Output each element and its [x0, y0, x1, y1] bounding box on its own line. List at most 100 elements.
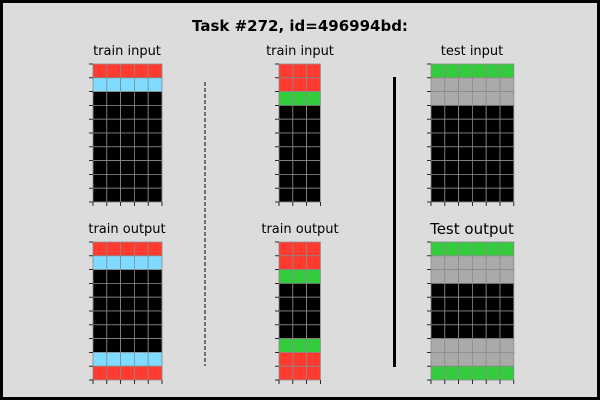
grid-cell [147, 283, 163, 298]
grid-cell [485, 310, 501, 326]
grid-cell [499, 77, 515, 93]
grid-cell [120, 241, 135, 257]
label-test-output: Test output [430, 220, 514, 238]
grid-cell [306, 77, 321, 93]
grid-cell [106, 241, 122, 257]
grid-cell [120, 296, 135, 312]
grid-cell [499, 132, 515, 148]
grid-cell [458, 146, 473, 162]
grid-cell [278, 77, 294, 93]
grid-cell [485, 91, 501, 106]
grid-cell [106, 296, 122, 312]
grid-cell [472, 105, 487, 120]
grid-cell [458, 174, 473, 189]
grid-cell [120, 187, 135, 203]
grid-cell [106, 118, 122, 134]
grid-cell [106, 269, 122, 284]
grid-cell [485, 324, 501, 340]
grid-cell [106, 338, 122, 353]
grid-cell [499, 255, 515, 271]
grid-cell [147, 91, 163, 106]
grid-cell [106, 352, 122, 367]
grid-cell [430, 174, 446, 189]
grid-cell [147, 105, 163, 120]
grid-cell [147, 77, 163, 93]
grid-cell [306, 187, 321, 203]
grid-cell [120, 324, 135, 340]
grid-cell [430, 77, 446, 93]
grid-cell [92, 241, 108, 257]
grid-cell [106, 105, 122, 120]
grid-cell [278, 365, 294, 381]
grid-cell [92, 118, 108, 134]
grid-cell [92, 77, 108, 93]
grid-cell [120, 91, 135, 106]
grid-cell [120, 174, 135, 189]
grid-cell [292, 187, 308, 203]
grid-cell [92, 324, 108, 340]
grid-test-output [427, 241, 515, 384]
grid-cell [147, 255, 163, 271]
grid-cell [444, 310, 460, 326]
grid-cell [278, 160, 294, 175]
grid-cell [120, 269, 135, 284]
grid-cell [430, 338, 446, 353]
grid-cell [106, 63, 122, 79]
grid-cell [134, 338, 149, 353]
grid-cell [499, 338, 515, 353]
grid-cell [106, 365, 122, 381]
grid-cell [485, 174, 501, 189]
grid-cell [444, 146, 460, 162]
grid-cell [444, 324, 460, 340]
grid-cell [106, 283, 122, 298]
grid-cell [458, 160, 473, 175]
grid-cell [306, 91, 321, 106]
grid-cell [292, 91, 308, 106]
grid-cell [147, 324, 163, 340]
grid-cell [458, 283, 473, 298]
grid-cell [458, 63, 473, 79]
grid-cell [147, 132, 163, 148]
grid-cell [278, 269, 294, 284]
grid-cell [306, 241, 321, 257]
grid-cell [292, 77, 308, 93]
grid-cell [134, 174, 149, 189]
grid-cell [472, 77, 487, 93]
grid-cell [92, 296, 108, 312]
grid-cell [292, 174, 308, 189]
grid-cell [306, 338, 321, 353]
grid-cell [134, 296, 149, 312]
grid-cell [120, 255, 135, 271]
grid-cell [134, 63, 149, 79]
grid-cell [92, 105, 108, 120]
grid-cell [292, 241, 308, 257]
grid-cell [134, 160, 149, 175]
grid-cell [472, 255, 487, 271]
grid-cell [120, 105, 135, 120]
grid-cell [485, 241, 501, 257]
grid-cell [499, 174, 515, 189]
grid-cell [458, 255, 473, 271]
grid-cell [444, 118, 460, 134]
grid-cell [278, 310, 294, 326]
grid-cell [444, 269, 460, 284]
grid-cell [134, 255, 149, 271]
grid-cell [430, 352, 446, 367]
grid-cell [292, 146, 308, 162]
grid-cell [472, 283, 487, 298]
grid-cell [92, 187, 108, 203]
grid-cell [306, 118, 321, 134]
grid-cell [134, 105, 149, 120]
grid-cell [472, 132, 487, 148]
grid-cell [444, 105, 460, 120]
grid-cell [92, 132, 108, 148]
grid-cell [134, 269, 149, 284]
grid-cell [485, 365, 501, 381]
grid-cell [120, 118, 135, 134]
grid-cell [430, 63, 446, 79]
grid-cell [485, 77, 501, 93]
grid-cell [458, 91, 473, 106]
grid-cell [458, 187, 473, 203]
grid-cell [278, 105, 294, 120]
grid-cell [278, 187, 294, 203]
